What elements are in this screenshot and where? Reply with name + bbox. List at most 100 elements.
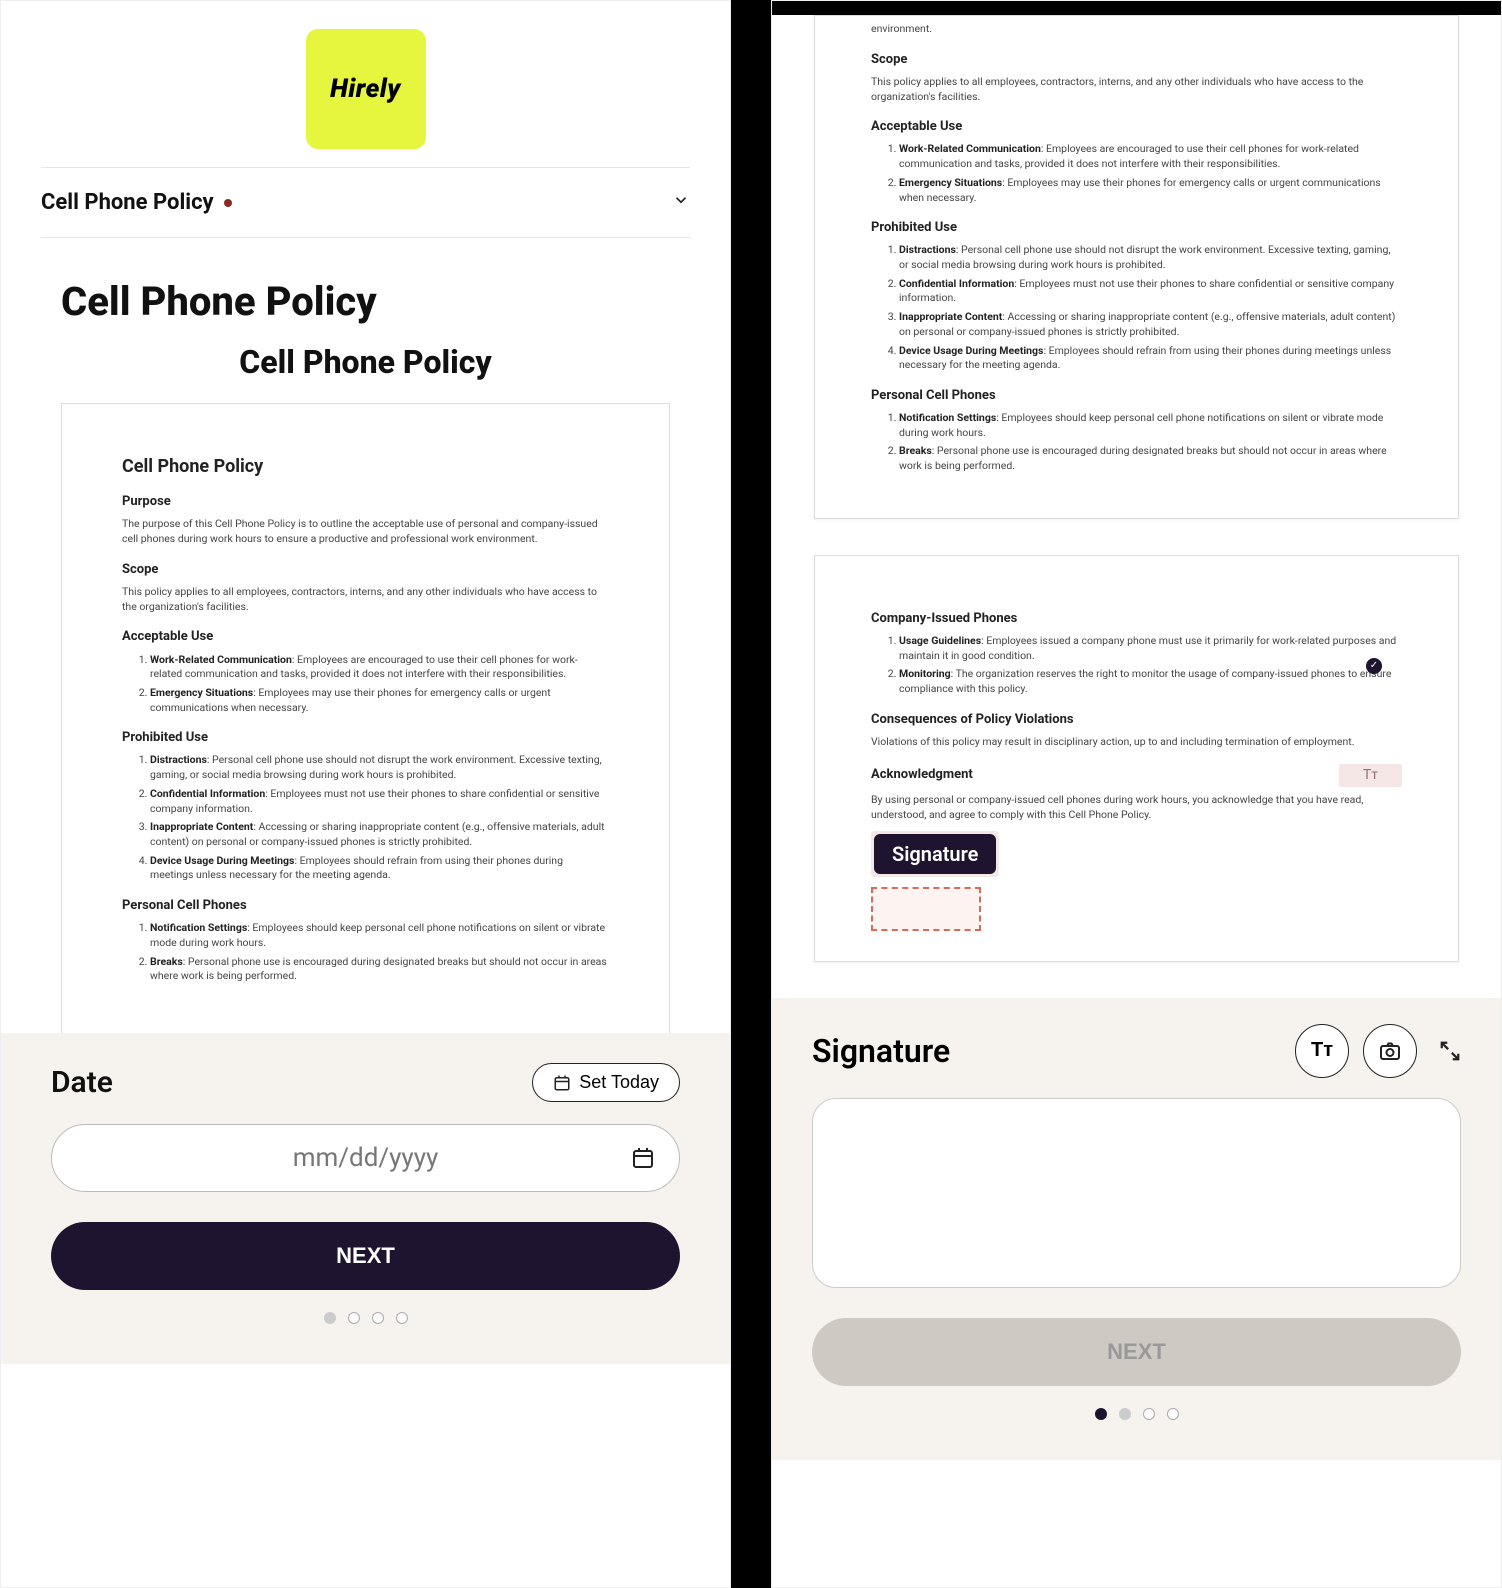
logo-container: Hirely (1, 1, 730, 167)
list-item: Distractions: Personal cell phone use sh… (899, 243, 1402, 272)
scope-text: This policy applies to all employees, co… (122, 585, 609, 614)
list-item: Monitoring: The organization reserves th… (899, 667, 1402, 696)
pager-dot[interactable] (324, 1312, 336, 1324)
panel-divider (731, 0, 771, 1588)
text-field-highlight[interactable]: Tт (1339, 764, 1402, 788)
list-item: Breaks: Personal phone use is encouraged… (899, 444, 1402, 473)
document-content: Cell Phone Policy Purpose The purpose of… (62, 404, 669, 1008)
doc-subtitle: Cell Phone Policy (1, 343, 730, 403)
company-heading: Company-Issued Phones (871, 610, 1402, 628)
type-signature-button[interactable]: Tт (1295, 1024, 1349, 1078)
pager-dot[interactable] (1143, 1408, 1155, 1420)
camera-icon (1378, 1039, 1402, 1063)
list-item: Notification Settings: Employees should … (150, 921, 609, 950)
expand-icon[interactable] (1439, 1040, 1461, 1062)
signature-canvas[interactable] (812, 1098, 1461, 1288)
list-item: Inappropriate Content: Accessing or shar… (150, 820, 609, 849)
acceptable-heading: Acceptable Use (122, 628, 609, 646)
company-list: Usage Guidelines: Employees issued a com… (871, 634, 1402, 697)
pager-dot[interactable] (1167, 1408, 1179, 1420)
doc-title: Cell Phone Policy (122, 454, 609, 479)
document-content: Company-Issued Phones Usage Guidelines: … (871, 610, 1402, 931)
calendar-icon (553, 1074, 571, 1092)
ack-heading: Acknowledgment (871, 766, 973, 784)
scope-text: This policy applies to all employees, co… (871, 75, 1402, 104)
list-item: Confidential Information: Employees must… (899, 277, 1402, 306)
text-type-icon: Tт (1311, 1039, 1333, 1062)
brand-logo: Hirely (306, 29, 426, 149)
pager-dot[interactable] (1095, 1408, 1107, 1420)
signature-chip-bg: Signature (871, 831, 999, 877)
personal-list: Notification Settings: Employees should … (122, 921, 609, 984)
scope-heading: Scope (122, 561, 609, 579)
document-content: environment. Scope This policy applies t… (871, 16, 1402, 474)
top-black-bar (772, 1, 1501, 15)
left-mobile-screen: Hirely Cell Phone Policy Cell Phone Poli… (0, 0, 731, 1588)
camera-signature-button[interactable] (1363, 1024, 1417, 1078)
document-page-1[interactable]: environment. Scope This policy applies t… (814, 15, 1459, 519)
prohibited-heading: Prohibited Use (871, 219, 1402, 237)
list-item: Work-Related Communication: Employees ar… (899, 142, 1402, 171)
acceptable-list: Work-Related Communication: Employees ar… (122, 653, 609, 716)
page-title: Cell Phone Policy (1, 238, 730, 343)
list-item: Confidential Information: Employees must… (150, 787, 609, 816)
list-item: Breaks: Personal phone use is encouraged… (150, 955, 609, 984)
signature-target-box[interactable] (871, 887, 981, 931)
list-item: Notification Settings: Employees should … (899, 411, 1402, 440)
tail-text: environment. (871, 16, 1402, 37)
pager-dot[interactable] (348, 1312, 360, 1324)
personal-list: Notification Settings: Employees should … (871, 411, 1402, 474)
scope-heading: Scope (871, 51, 1402, 69)
calendar-icon (631, 1146, 655, 1170)
date-label: Date (51, 1065, 113, 1100)
pager-dot[interactable] (372, 1312, 384, 1324)
signature-chip-row: Signature (871, 831, 1402, 877)
list-item: Usage Guidelines: Employees issued a com… (899, 634, 1402, 663)
list-item: Emergency Situations: Employees may use … (150, 686, 609, 715)
list-item: Emergency Situations: Employees may use … (899, 176, 1402, 205)
pagination-dots (812, 1408, 1461, 1420)
section-header-left: Cell Phone Policy (41, 190, 232, 215)
pagination-dots (51, 1312, 680, 1324)
list-item: Device Usage During Meetings: Employees … (899, 344, 1402, 373)
prohibited-heading: Prohibited Use (122, 729, 609, 747)
purpose-heading: Purpose (122, 493, 609, 511)
list-item: Device Usage During Meetings: Employees … (150, 854, 609, 883)
chevron-down-icon[interactable] (672, 191, 690, 214)
acceptable-list: Work-Related Communication: Employees ar… (871, 142, 1402, 205)
document-preview[interactable]: Cell Phone Policy Purpose The purpose of… (61, 403, 670, 1043)
personal-heading: Personal Cell Phones (122, 897, 609, 915)
date-panel: Date Set Today mm/dd/yyyy NEXT (1, 1033, 730, 1364)
status-dot-icon (224, 199, 232, 207)
consequences-text: Violations of this policy may result in … (871, 735, 1402, 750)
list-item: Work-Related Communication: Employees ar… (150, 653, 609, 682)
set-today-button[interactable]: Set Today (532, 1063, 680, 1102)
list-item: Inappropriate Content: Accessing or shar… (899, 310, 1402, 339)
date-input[interactable]: mm/dd/yyyy (51, 1124, 680, 1192)
pager-dot[interactable] (1119, 1408, 1131, 1420)
consequences-heading: Consequences of Policy Violations (871, 711, 1402, 729)
set-today-label: Set Today (579, 1072, 659, 1093)
signature-header: Signature Tт (812, 1024, 1461, 1078)
purpose-text: The purpose of this Cell Phone Policy is… (122, 517, 609, 546)
signature-chip[interactable]: Signature (874, 834, 996, 874)
document-page-2[interactable]: Company-Issued Phones Usage Guidelines: … (814, 555, 1459, 962)
section-header[interactable]: Cell Phone Policy (41, 167, 690, 238)
acceptable-heading: Acceptable Use (871, 118, 1402, 136)
next-button-disabled[interactable]: NEXT (812, 1318, 1461, 1386)
pager-dot[interactable] (396, 1312, 408, 1324)
date-row: Date Set Today (51, 1063, 680, 1102)
right-mobile-screen: environment. Scope This policy applies t… (771, 0, 1502, 1588)
personal-heading: Personal Cell Phones (871, 387, 1402, 405)
brand-name: Hirely (330, 74, 401, 104)
signature-label: Signature (812, 1032, 1281, 1070)
prohibited-list: Distractions: Personal cell phone use sh… (871, 243, 1402, 373)
check-badge-icon: ✓ (1366, 658, 1382, 674)
next-button[interactable]: NEXT (51, 1222, 680, 1290)
signature-panel: Signature Tт NEXT (772, 998, 1501, 1460)
section-title: Cell Phone Policy (41, 190, 214, 215)
ack-text: By using personal or company-issued cell… (871, 793, 1402, 822)
date-placeholder: mm/dd/yyyy (293, 1143, 439, 1173)
list-item: Distractions: Personal cell phone use sh… (150, 753, 609, 782)
prohibited-list: Distractions: Personal cell phone use sh… (122, 753, 609, 883)
